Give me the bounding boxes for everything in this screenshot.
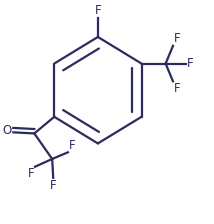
Text: F: F [174,82,180,95]
Text: F: F [27,167,34,180]
Text: F: F [174,32,180,45]
Text: O: O [2,124,12,137]
Text: F: F [95,4,101,17]
Text: F: F [186,57,193,70]
Text: F: F [50,179,56,192]
Text: F: F [69,139,75,152]
